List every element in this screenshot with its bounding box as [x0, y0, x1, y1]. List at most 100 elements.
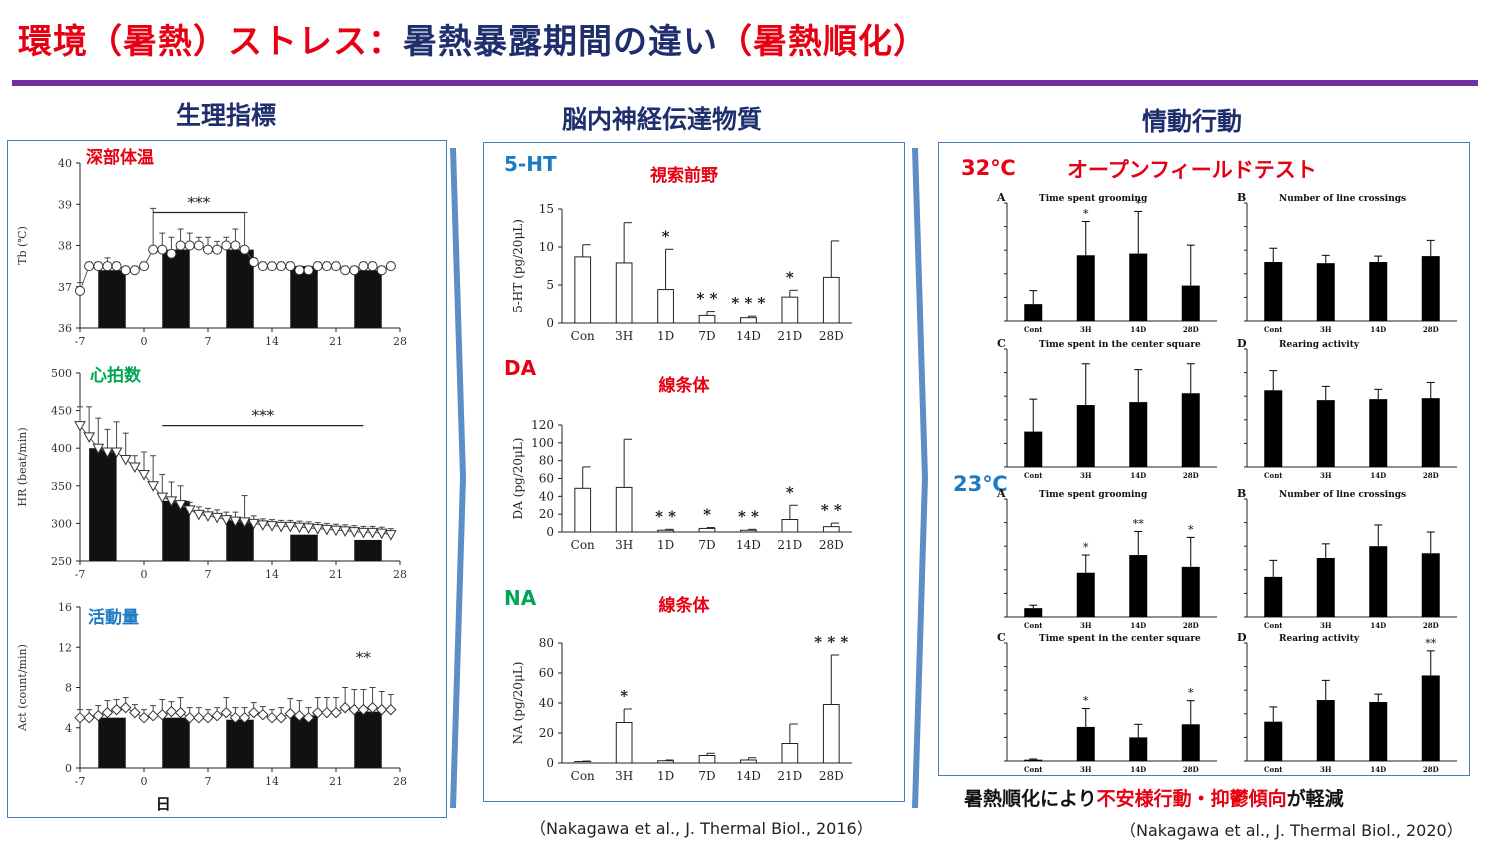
b23A-bar	[1076, 572, 1095, 617]
mid-da-x-tick-label: 14D	[736, 538, 761, 552]
mid-da-sig-label: *	[703, 506, 711, 524]
mid-na-bar	[822, 704, 840, 764]
left-temp-y-tick-label: 39	[58, 198, 72, 211]
b32B-bar	[1421, 256, 1440, 321]
left-hr-point	[220, 515, 233, 526]
left-temp-x-tick-label: 14	[265, 335, 279, 348]
left-hr-point	[147, 481, 159, 492]
slide-title: 環境（暑熱）ストレス：暑熱暴露期間の違い（暑熱順化）	[18, 14, 928, 63]
left-hr-y-tick-label: 350	[51, 480, 72, 493]
b23A-x-tick-label: 28D	[1183, 621, 1199, 630]
left-act-x-tick-label: 21	[329, 775, 343, 788]
left-temp-y-tick-label: 40	[58, 157, 72, 170]
neurotransmitter-charts: 0 5 10 15 Con 3H 1D * 7D * * 14D * * * 21D * 28D 5-HT 視索…	[504, 152, 852, 783]
left-hr-point	[110, 447, 123, 458]
b23C-bar	[1076, 726, 1095, 761]
left-temp-point	[102, 261, 113, 272]
mid-da-bar	[740, 529, 757, 533]
left-temp-point	[276, 261, 287, 272]
left-hr-y-tick-label: 250	[51, 555, 72, 568]
b23A-letter: A	[996, 487, 1006, 500]
b32B-x-tick-label: Cont	[1264, 325, 1283, 334]
left-hr-bar	[354, 539, 382, 561]
b23C-bar	[1181, 724, 1200, 761]
left-temp-point	[239, 244, 250, 255]
title-divider	[12, 80, 1478, 86]
left-act-y-tick-label: 8	[65, 682, 72, 695]
left-act-bar	[290, 715, 318, 768]
left-hr-bar	[162, 500, 190, 561]
left-hr-point	[348, 527, 361, 538]
b32A-x-tick-label: 28D	[1183, 325, 1199, 334]
left-hr-point	[119, 454, 132, 466]
left-hr-bar	[290, 534, 318, 561]
b32D-bar	[1369, 399, 1388, 467]
mid-da-x-tick-label: Con	[571, 538, 595, 552]
b32A-bar	[1024, 304, 1043, 321]
b32A-bar	[1076, 255, 1095, 321]
b23D-sig-label: **	[1425, 637, 1437, 650]
b23D-bar	[1369, 702, 1388, 761]
left-temp-point	[294, 265, 305, 276]
mid-na-title: NA	[504, 586, 537, 610]
left-temp-point	[184, 240, 195, 251]
title-part-2: 暑熱暴露期間の違い	[403, 22, 718, 62]
left-act-title: 活動量	[88, 607, 139, 628]
left-act-point	[211, 709, 223, 722]
left-hr-y-tick-label: 400	[51, 442, 72, 455]
left-act-point	[321, 706, 333, 719]
left-hr-point	[284, 521, 297, 533]
left-hr-y-tick-label: 300	[51, 517, 72, 530]
left-act-point	[129, 706, 141, 719]
mid-na-bar	[574, 761, 592, 764]
mid-da-bar	[781, 519, 799, 533]
left-hr-point	[156, 492, 169, 504]
left-hr-bar	[89, 448, 117, 561]
mid-na-x-tick-label: 14D	[736, 769, 761, 783]
b23B-letter: B	[1237, 487, 1246, 500]
behavior-panel: 32℃ オープンフィールドテスト 23℃ A Time spent grooming Co…	[938, 142, 1470, 776]
mid-na-bar	[657, 760, 674, 764]
mid-da-bar	[657, 529, 674, 533]
b32D-x-tick-label: 14D	[1370, 471, 1386, 480]
left-hr-point	[74, 421, 86, 432]
left-hr-point	[357, 527, 370, 539]
left-act-point	[248, 706, 260, 719]
mid-na-bar	[781, 743, 799, 764]
b23B-bar	[1369, 546, 1388, 617]
mid-da-title: DA	[504, 356, 537, 380]
left-hr-point	[321, 524, 333, 536]
left-temp-point	[120, 265, 131, 276]
mid-na-y-tick-label: 80	[539, 636, 554, 650]
mid-na-y-label: NA (pg/20μL)	[511, 662, 525, 745]
left-temp-point	[212, 244, 223, 255]
left-temp-point	[139, 261, 149, 272]
mid-da-sig-label: * *	[655, 507, 676, 525]
left-temp-point	[331, 261, 341, 272]
left-act-point	[202, 711, 214, 724]
arrow-chevron-right	[912, 148, 928, 808]
left-temp-point	[175, 240, 186, 251]
b23D-x-tick-label: 14D	[1370, 765, 1386, 774]
left-temp-y-tick-label: 36	[58, 322, 72, 335]
mid-da-x-tick-label: 7D	[698, 538, 715, 552]
left-hr-point	[366, 527, 379, 539]
mid-5ht-x-tick-label: 21D	[777, 329, 802, 343]
left-temp-y-tick-label: 38	[58, 240, 72, 253]
left-act-point	[339, 701, 351, 714]
left-hr-point	[266, 521, 278, 532]
mid-da-sig-label: * *	[821, 501, 842, 519]
b32C-title: Time spent in the center square	[1039, 340, 1201, 350]
left-hr-point	[330, 525, 342, 537]
mid-5ht-bar	[781, 296, 799, 324]
left-hr-point	[193, 509, 205, 521]
left-temp-point	[303, 265, 314, 276]
b23A-x-tick-label: 3H	[1080, 621, 1092, 630]
mid-na-sig-label: * * *	[814, 633, 848, 651]
left-temp-point	[230, 240, 241, 251]
b32A-sig-label: *	[1083, 208, 1089, 221]
left-act-sig-label: **	[356, 648, 372, 666]
left-temp-x-tick-label: 28	[393, 335, 407, 348]
b23B-x-tick-label: Cont	[1264, 621, 1283, 630]
